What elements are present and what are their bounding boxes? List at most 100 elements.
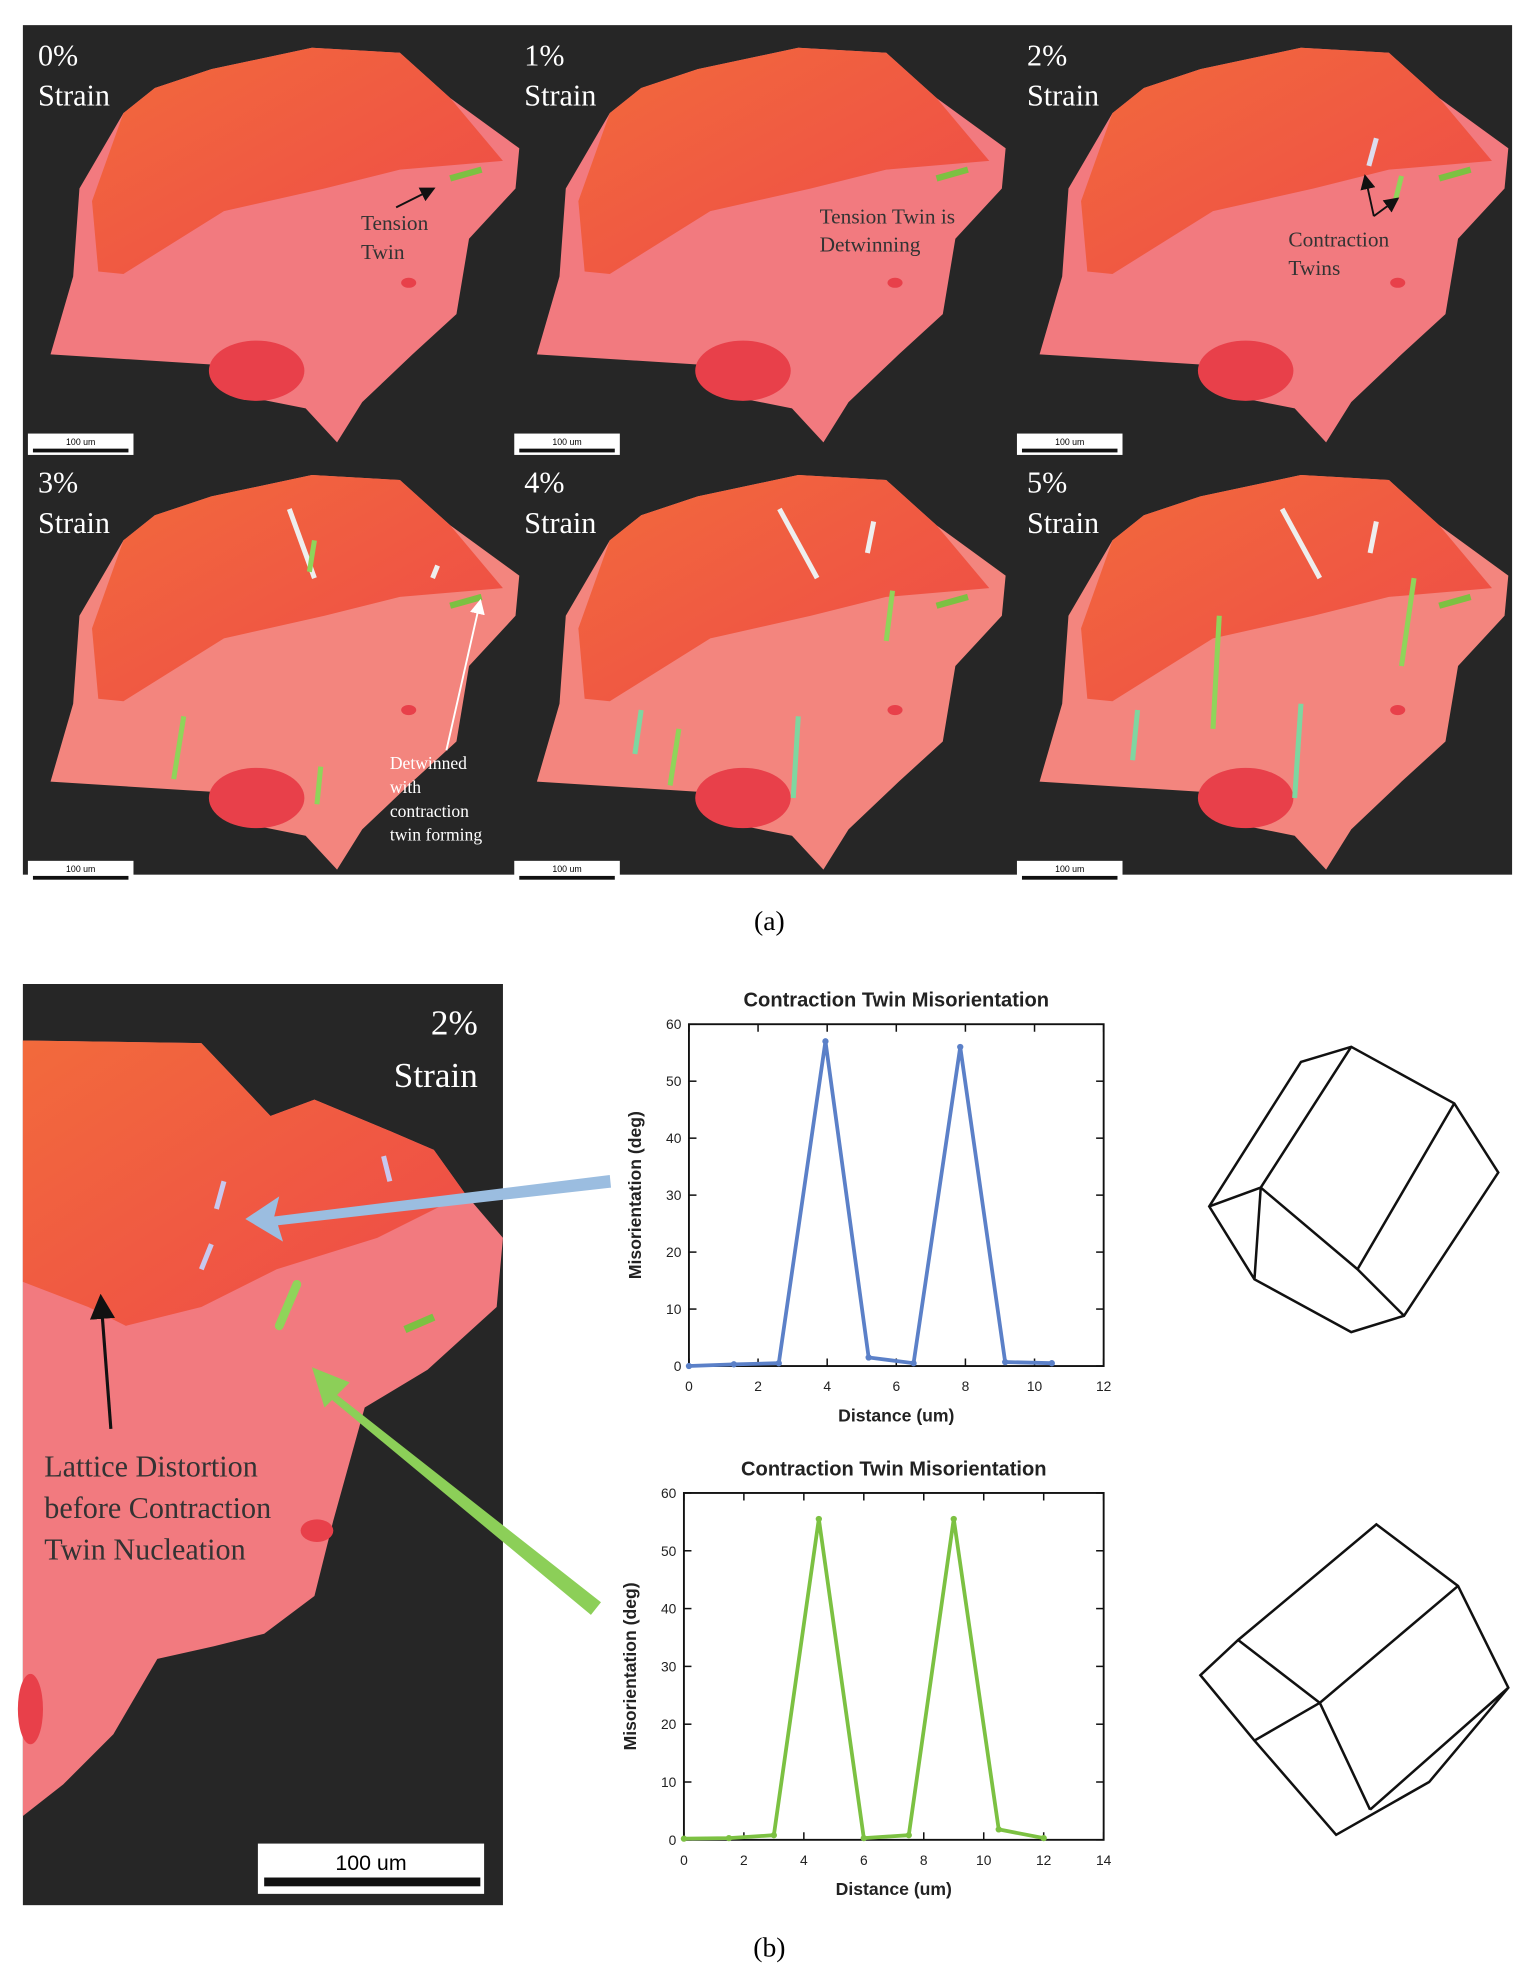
- strain-maps: 0% Strain 100 um 1% Strain 100 um 2% Strain 100 …: [27, 38, 1509, 883]
- y-tick-label: 10: [661, 1774, 677, 1790]
- grain: [208, 340, 305, 401]
- y-tick-label: 10: [666, 1301, 682, 1317]
- twin: [632, 709, 644, 755]
- data-point: [775, 1360, 782, 1367]
- twin: [777, 507, 820, 580]
- twin: [314, 766, 324, 805]
- twin: [1279, 507, 1323, 580]
- strain-label: 2%: [1027, 38, 1067, 72]
- grain: [887, 705, 903, 716]
- strain-label: 5%: [1027, 466, 1067, 500]
- twin: [935, 166, 969, 182]
- y-tick-label: 60: [661, 1485, 677, 1501]
- grain: [1390, 277, 1406, 288]
- crystal-prism: [1207, 1045, 1500, 1334]
- scale-bar-line: [519, 875, 615, 880]
- strain-label: Strain: [524, 79, 596, 113]
- strain-label: Strain: [1027, 506, 1099, 540]
- twin: [1367, 521, 1379, 554]
- twin: [667, 728, 682, 786]
- y-tick-label: 60: [666, 1016, 682, 1032]
- annotation: Contraction: [1288, 227, 1389, 251]
- x-tick-label: 0: [685, 1378, 693, 1394]
- data-point: [995, 1826, 1002, 1833]
- x-tick-label: 12: [1096, 1378, 1111, 1394]
- x-tick-label: 4: [800, 1852, 808, 1868]
- x-tick-label: 12: [1036, 1852, 1051, 1868]
- arrow: [1360, 174, 1376, 217]
- twin: [274, 1279, 302, 1331]
- data-point: [685, 1362, 693, 1370]
- grain: [695, 767, 791, 829]
- grain: [22, 1040, 466, 1326]
- x-tick-label: 10: [1027, 1378, 1043, 1394]
- grain: [300, 1519, 334, 1542]
- y-axis-label: Misorientation (deg): [625, 1111, 645, 1279]
- grain: [695, 340, 791, 401]
- charts: Contraction Twin Misorientation Distance …: [620, 990, 1111, 1899]
- annotation: Tension: [361, 211, 429, 235]
- data-point: [815, 1515, 822, 1523]
- y-tick-label: 50: [666, 1073, 682, 1089]
- data-point: [957, 1043, 964, 1051]
- grain: [1197, 767, 1294, 829]
- scale-bar-line: [264, 1877, 481, 1887]
- y-axis-label: Misorientation (deg): [620, 1582, 640, 1750]
- grain: [208, 767, 305, 829]
- data-point: [730, 1361, 738, 1368]
- data-point: [910, 1360, 917, 1367]
- x-tick-label: 2: [754, 1378, 762, 1394]
- strain-label: Strain: [38, 506, 110, 540]
- x-tick-label: 8: [962, 1378, 970, 1394]
- annotation: Twins: [1288, 256, 1340, 280]
- grain: [1390, 705, 1406, 716]
- annotation: twin forming: [390, 825, 482, 845]
- caption: (a): [754, 905, 785, 936]
- arrow: [89, 1293, 116, 1429]
- grain: [1197, 340, 1294, 401]
- strain-map: 2% Strain 100 um: [1016, 38, 1509, 455]
- arrow: [1373, 197, 1400, 217]
- y-tick-label: 0: [674, 1358, 682, 1374]
- data-point: [1048, 1360, 1055, 1367]
- grain: [401, 705, 417, 716]
- annotation: Tension Twin is: [820, 205, 955, 229]
- annotation: Twin: [361, 240, 405, 264]
- caption: (b): [753, 1932, 785, 1963]
- arrow: [311, 1367, 601, 1615]
- strain-label: 2%: [431, 1003, 478, 1042]
- y-tick-label: 20: [666, 1244, 682, 1260]
- annotation: Detwinning: [820, 232, 921, 256]
- data-line: [688, 1041, 1052, 1368]
- x-tick-label: 6: [860, 1852, 868, 1868]
- grain: [17, 1673, 43, 1745]
- grain: [1081, 47, 1492, 274]
- plot-frame: [682, 1492, 1105, 1841]
- y-tick-label: 50: [661, 1543, 677, 1559]
- scale-bar-label: 100 um: [1055, 437, 1084, 447]
- arrow: [395, 187, 436, 209]
- grain: [578, 47, 990, 274]
- arrow: [245, 1175, 612, 1242]
- twin: [430, 564, 440, 580]
- x-axis-label: Distance (um): [836, 1879, 952, 1899]
- y-tick-label: 20: [661, 1716, 677, 1732]
- twin: [1130, 709, 1141, 761]
- x-axis-label: Distance (um): [838, 1405, 954, 1425]
- strain-map: 5% Strain 100 um: [1016, 466, 1509, 883]
- strain-map: 3% Strain 100 um: [27, 466, 520, 883]
- data-point: [725, 1834, 733, 1842]
- data-point: [950, 1515, 957, 1523]
- grain: [578, 475, 990, 702]
- strain-label: Strain: [38, 79, 110, 113]
- annotation: Lattice Distortion: [44, 1450, 258, 1484]
- twin: [1292, 703, 1304, 799]
- x-tick-label: 6: [892, 1378, 900, 1394]
- panel-b-map: 2% Strain Lattice Distortion before Cont…: [17, 984, 503, 1906]
- twin: [449, 166, 483, 182]
- scale-bar-line: [519, 448, 615, 453]
- grain: [92, 475, 503, 702]
- scale-bar-label: 100 um: [1055, 864, 1084, 874]
- x-tick-label: 8: [920, 1852, 928, 1868]
- scale-bar-line: [1021, 448, 1118, 453]
